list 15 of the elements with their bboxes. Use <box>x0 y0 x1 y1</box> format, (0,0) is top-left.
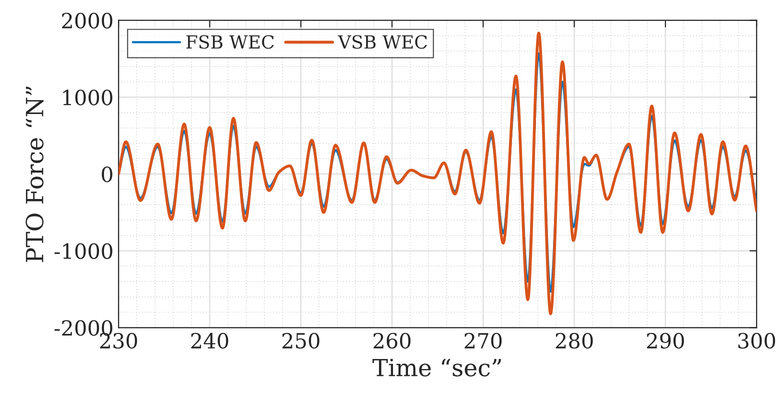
y-tick-label: 0 <box>102 166 112 182</box>
x-axis-title: Time “sec” <box>372 358 501 376</box>
y-axis-title: PTO Force “N” <box>26 86 44 262</box>
x-tick-label: 260 <box>374 332 411 349</box>
x-tick-label: 280 <box>556 332 593 349</box>
legend-label: FSB WEC <box>186 35 274 49</box>
y-tick-label: -1000 <box>54 243 112 260</box>
x-tick-label: 270 <box>464 332 502 349</box>
x-tick-label: 240 <box>191 332 228 349</box>
x-tick-label: 250 <box>282 332 320 349</box>
x-tick-label: 300 <box>738 332 776 349</box>
y-tick-label: 2000 <box>62 12 112 29</box>
y-tick-label: 1000 <box>63 90 112 106</box>
legend-label: VSB WEC <box>338 35 427 49</box>
x-tick-label: 290 <box>646 332 684 349</box>
